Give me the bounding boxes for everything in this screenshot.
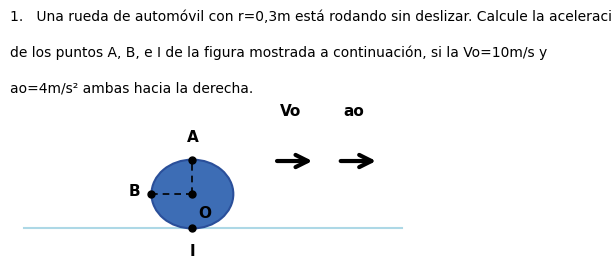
Text: ao=4m/s² ambas hacia la derecha.: ao=4m/s² ambas hacia la derecha. — [10, 81, 254, 95]
Text: ao: ao — [343, 104, 364, 119]
Text: 1.   Una rueda de automóvil con r=0,3m está rodando sin deslizar. Calcule la ace: 1. Una rueda de automóvil con r=0,3m est… — [10, 10, 612, 24]
Text: Vo: Vo — [280, 104, 301, 119]
Text: I: I — [190, 244, 195, 259]
Text: B: B — [129, 184, 140, 199]
Ellipse shape — [151, 160, 233, 229]
Text: A: A — [187, 130, 198, 145]
Text: O: O — [198, 207, 211, 222]
Text: de los puntos A, B, e I de la figura mostrada a continuación, si la Vo=10m/s y: de los puntos A, B, e I de la figura mos… — [10, 45, 548, 60]
